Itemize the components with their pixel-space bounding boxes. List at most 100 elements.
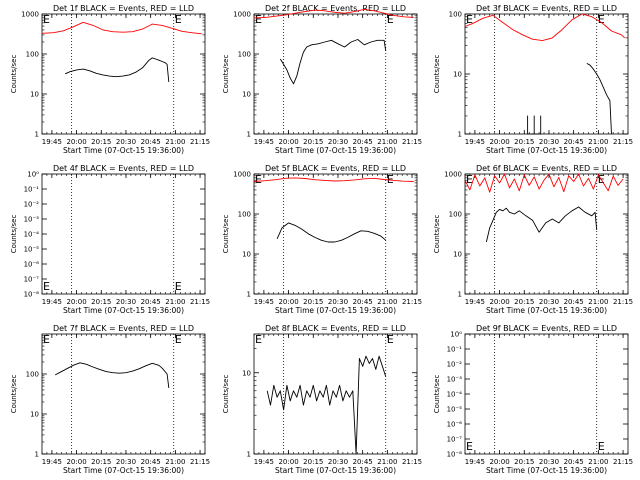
y-tick-label: 10⁻²: [24, 201, 40, 209]
x-tick-label: 20:45: [353, 298, 373, 306]
x-tick-label: 21:00: [165, 298, 185, 306]
y-tick-label: 10⁻³: [447, 376, 463, 384]
x-tick-label: 21:00: [588, 298, 608, 306]
e-marker: E: [466, 440, 473, 453]
events-series-line: [527, 115, 542, 135]
x-tick-label: 20:15: [303, 458, 323, 466]
y-tick-label: 10⁻¹: [447, 346, 463, 354]
x-tick-label: 21:00: [588, 458, 608, 466]
panel-9: Det 9f BLACK = Events, RED = LLD E E 19:45 2…: [433, 324, 633, 475]
y-tick-label: 1000: [21, 11, 39, 19]
x-tick-label: 20:45: [353, 458, 373, 466]
x-tick-label: 19:45: [465, 298, 485, 306]
lld-series-line: [253, 8, 414, 19]
plot-frame: [41, 333, 206, 455]
x-tick-label: 21:00: [588, 138, 608, 146]
x-tick-label: 20:00: [278, 458, 298, 466]
panel-title: Det 1f BLACK = Events, RED = LLD: [53, 4, 194, 13]
y-tick-label: 1: [458, 291, 462, 299]
x-tick-label: 20:30: [539, 458, 559, 466]
y-tick-label: 1000: [233, 11, 251, 19]
x-tick-label: 20:30: [328, 298, 348, 306]
x-tick-label: 21:00: [377, 138, 397, 146]
x-tick-label: 21:15: [190, 138, 210, 146]
y-tick-label: 10⁻⁴: [24, 231, 40, 239]
x-axis-label: Start Time (07-Oct-15 19:36:00): [486, 306, 607, 315]
plot-frame: [464, 173, 629, 295]
y-axis-label: Counts/sec: [10, 215, 18, 254]
y-tick-label: 10⁻⁶: [447, 421, 463, 429]
x-tick-label: 20:45: [564, 298, 584, 306]
x-tick-label: 20:00: [66, 298, 86, 306]
e-marker: E: [387, 333, 394, 346]
e-marker: E: [598, 13, 605, 26]
x-tick-label: 20:45: [141, 298, 161, 306]
y-tick-label: 10⁰: [27, 171, 39, 179]
y-tick-label: 10: [30, 91, 39, 99]
e-marker: E: [255, 13, 262, 26]
y-tick-label: 100: [449, 211, 462, 219]
panel-title: Det 7f BLACK = Events, RED = LLD: [53, 324, 194, 333]
x-tick-label: 20:00: [489, 298, 509, 306]
plot-frame: [41, 13, 206, 135]
y-tick-label: 1: [247, 291, 251, 299]
y-axis-label: Counts/sec: [222, 55, 230, 94]
plot-frame: [253, 13, 418, 135]
y-tick-label: 1: [247, 131, 251, 139]
y-axis-label: Counts/sec: [222, 215, 230, 254]
x-axis-label: Start Time (07-Oct-15 19:36:00): [486, 146, 607, 155]
panel-title: Det 4f BLACK = Events, RED = LLD: [53, 164, 194, 173]
x-axis-label: Start Time (07-Oct-15 19:36:00): [275, 466, 396, 475]
y-tick-label: 10⁻⁵: [447, 406, 463, 414]
plot-frame: [41, 173, 206, 295]
y-tick-label: 100: [238, 51, 251, 59]
events-series-line: [586, 63, 612, 135]
panel-title: Det 2f BLACK = Events, RED = LLD: [265, 4, 406, 13]
y-axis-label: Counts/sec: [433, 375, 441, 414]
events-series-line: [54, 362, 170, 388]
y-tick-label: 1000: [444, 171, 462, 179]
x-tick-label: 20:00: [278, 298, 298, 306]
x-tick-label: 19:45: [42, 298, 62, 306]
x-tick-label: 21:15: [190, 458, 210, 466]
x-axis-label: Start Time (07-Oct-15 19:36:00): [275, 306, 396, 315]
x-tick-label: 21:00: [377, 298, 397, 306]
plot-frame: [253, 333, 418, 455]
y-axis-label: Counts/sec: [10, 55, 18, 94]
y-tick-label: 1: [247, 451, 251, 459]
lld-series-line: [253, 177, 414, 182]
x-tick-label: 20:00: [66, 138, 86, 146]
y-tick-label: 100: [26, 51, 39, 59]
y-tick-label: 10: [453, 71, 462, 79]
events-series-line: [279, 39, 387, 85]
x-tick-label: 20:30: [328, 458, 348, 466]
y-tick-label: 100: [26, 371, 39, 379]
x-tick-label: 19:45: [465, 138, 485, 146]
x-tick-label: 20:15: [91, 138, 111, 146]
e-marker: E: [43, 333, 50, 346]
y-tick-label: 10⁻²: [447, 361, 463, 369]
x-tick-label: 21:15: [190, 298, 210, 306]
x-tick-label: 20:45: [353, 138, 373, 146]
events-series-line: [64, 57, 170, 83]
x-tick-label: 20:45: [141, 458, 161, 466]
y-tick-label: 10⁻¹: [24, 186, 40, 194]
x-tick-label: 21:15: [613, 298, 633, 306]
x-axis-label: Start Time (07-Oct-15 19:36:00): [486, 466, 607, 475]
y-axis-label: Counts/sec: [10, 375, 18, 414]
y-tick-label: 10: [453, 251, 462, 259]
panel-title: Det 9f BLACK = Events, RED = LLD: [476, 324, 617, 333]
y-tick-label: 10⁻⁶: [24, 261, 40, 269]
x-tick-label: 21:00: [165, 138, 185, 146]
x-tick-label: 20:00: [278, 138, 298, 146]
x-tick-label: 20:30: [539, 298, 559, 306]
lld-series-line: [464, 13, 626, 42]
y-tick-label: 10: [242, 91, 251, 99]
e-marker: E: [466, 13, 473, 26]
